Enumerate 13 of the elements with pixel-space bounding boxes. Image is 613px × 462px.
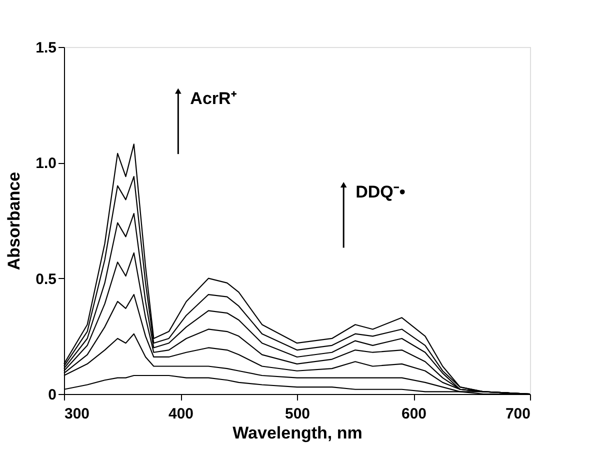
y-tick-label: 0 bbox=[48, 386, 56, 404]
y-axis-title: Absorbance bbox=[4, 172, 24, 270]
y-tick-label: 1.5 bbox=[36, 40, 56, 56]
x-axis-title: Wavelength, nm bbox=[232, 424, 362, 442]
x-tick-label: 300 bbox=[64, 406, 90, 422]
annotation: AcrR⁺ bbox=[190, 89, 237, 108]
x-tick-label: 700 bbox=[505, 406, 530, 422]
annotation: DDQ⁻• bbox=[356, 182, 406, 202]
x-tick-label: 600 bbox=[401, 406, 427, 422]
x-tick-label: 500 bbox=[284, 406, 310, 422]
x-tick-label: 400 bbox=[168, 406, 194, 422]
y-tick-label: 0.5 bbox=[36, 270, 56, 288]
y-tick-label: 1.0 bbox=[36, 155, 56, 172]
